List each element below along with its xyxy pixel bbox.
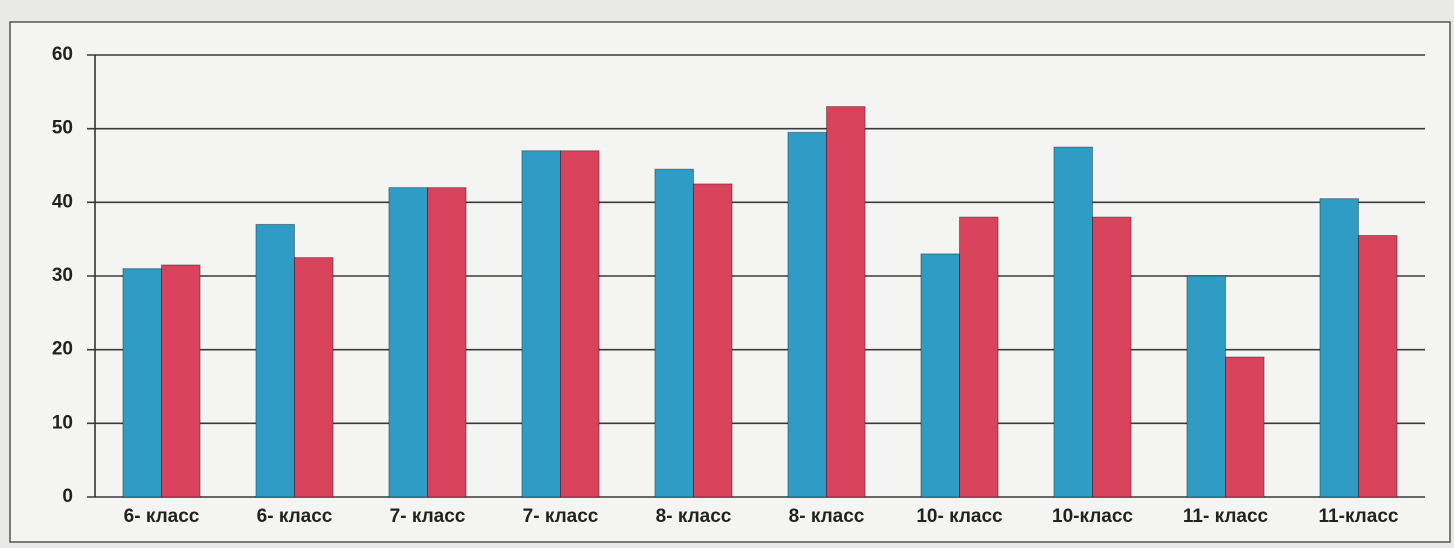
bar	[654, 168, 694, 498]
bar	[826, 106, 866, 498]
bar	[427, 187, 467, 498]
y-tick-label: 40	[52, 191, 73, 212]
bar	[255, 223, 295, 498]
bar	[1053, 146, 1094, 498]
y-tick-label: 60	[52, 44, 73, 65]
x-tick-label: 7- класс	[523, 506, 599, 527]
x-tick-label: 6- класс	[257, 506, 333, 527]
bar	[920, 253, 960, 498]
y-tick-label: 0	[62, 486, 73, 507]
bar	[1319, 198, 1360, 498]
bar	[959, 216, 999, 498]
bar	[560, 150, 600, 498]
x-tick-label: 11- класс	[1183, 506, 1269, 527]
bar	[122, 268, 162, 498]
y-tick-label: 50	[52, 118, 73, 139]
bar	[693, 183, 733, 498]
bar	[1186, 275, 1227, 498]
bar	[521, 150, 561, 498]
bar	[294, 257, 334, 498]
y-tick-label: 20	[52, 339, 73, 360]
bar	[161, 264, 201, 498]
bar	[787, 131, 827, 498]
x-tick-label: 7- класс	[390, 506, 466, 527]
bar	[1358, 234, 1398, 498]
bar	[388, 187, 428, 498]
x-tick-label: 10- класс	[916, 506, 1003, 527]
x-tick-label: 10-класс	[1052, 506, 1133, 527]
y-tick-label: 10	[52, 412, 73, 433]
x-tick-label: 6- класс	[124, 506, 200, 527]
bar	[1225, 356, 1265, 498]
y-tick-label: 30	[52, 265, 73, 286]
x-tick-label: 8- класс	[789, 506, 865, 527]
bar	[1092, 216, 1132, 498]
x-tick-label: 8- класс	[656, 506, 732, 527]
x-tick-label: 11-класс	[1319, 506, 1399, 527]
